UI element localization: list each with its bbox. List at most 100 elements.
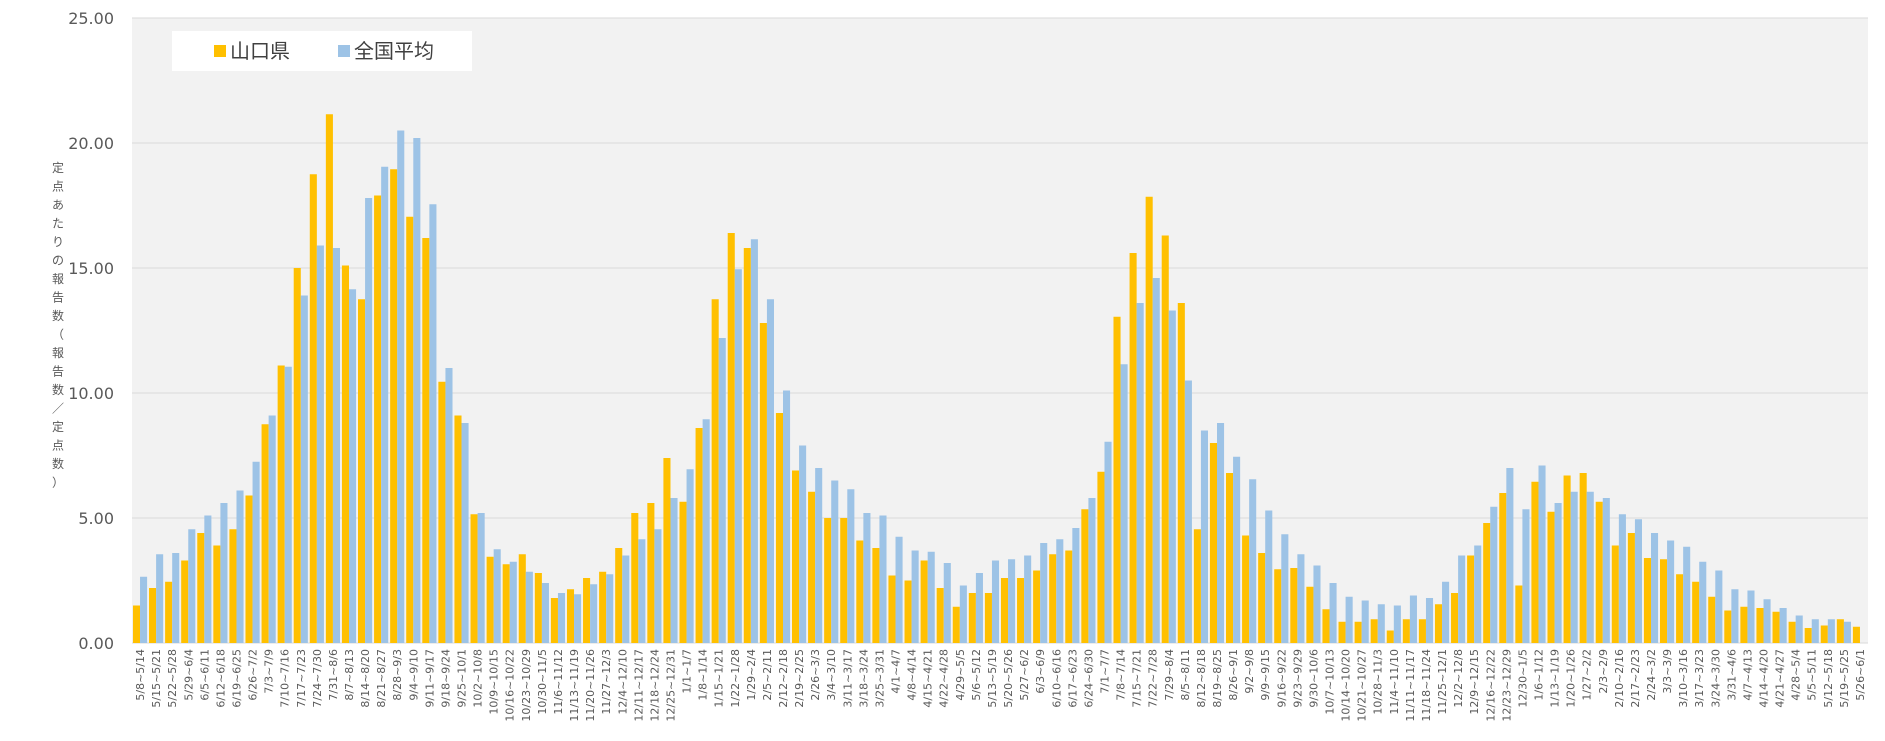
- x-tick-label: 1/15~1/21: [713, 649, 726, 708]
- bar-yamaguchi: [775, 413, 783, 643]
- bar-national: [413, 138, 421, 643]
- bar-yamaguchi: [1113, 316, 1121, 643]
- bar-yamaguchi: [1643, 558, 1651, 643]
- x-tick-label: 9/4~9/10: [407, 649, 420, 701]
- x-tick-label: 6/26~7/2: [247, 649, 260, 701]
- bar-yamaguchi: [727, 233, 735, 643]
- x-tick-label: 7/31~8/6: [327, 649, 340, 701]
- x-tick-label: 1/22~1/28: [729, 649, 742, 708]
- x-tick-label: 5/8~5/14: [134, 649, 147, 701]
- bar-yamaguchi: [1097, 471, 1105, 643]
- x-tick-label: 4/14~4/20: [1758, 649, 1771, 708]
- bar-national: [783, 390, 791, 643]
- x-tick-label: 7/15~7/21: [1131, 649, 1144, 708]
- bar-national: [750, 239, 758, 643]
- bar-yamaguchi: [888, 575, 896, 643]
- legend-label-yamaguchi: 山口県: [230, 39, 290, 63]
- bar-yamaguchi: [872, 548, 880, 643]
- bar-yamaguchi: [245, 495, 253, 643]
- y-tick-label: 20.00: [68, 134, 114, 153]
- bar-national: [847, 489, 855, 643]
- bar-national: [365, 198, 373, 643]
- bar-national: [574, 594, 582, 643]
- bar-national: [686, 469, 694, 643]
- bar-national: [911, 550, 919, 643]
- bar-yamaguchi: [1595, 501, 1603, 643]
- bar-national: [1200, 430, 1208, 643]
- bar-yamaguchi: [149, 588, 157, 643]
- bar-national: [188, 529, 196, 643]
- y-axis-label-char: の: [52, 254, 64, 268]
- bar-yamaguchi: [454, 415, 462, 643]
- bar-yamaguchi: [1306, 586, 1314, 643]
- y-axis-label-char: た: [52, 217, 64, 231]
- x-tick-label: 3/18~3/24: [857, 649, 870, 708]
- bar-national: [316, 245, 324, 643]
- bar-national: [670, 498, 678, 643]
- bar-national: [1265, 510, 1273, 643]
- bar-national: [1506, 468, 1514, 643]
- bar-yamaguchi: [984, 593, 992, 643]
- x-tick-label: 9/2~9/8: [1243, 649, 1256, 694]
- x-tick-label: 9/9~9/15: [1259, 649, 1272, 701]
- y-tick-label: 10.00: [68, 384, 114, 403]
- x-tick-label: 9/23~9/29: [1291, 649, 1304, 708]
- bar-yamaguchi: [1788, 621, 1796, 643]
- bar-yamaguchi: [695, 428, 703, 643]
- x-tick-label: 4/8~4/14: [906, 649, 919, 701]
- x-tick-label: 2/3~2/9: [1597, 649, 1610, 694]
- x-tick-label: 3/24~3/30: [1709, 649, 1722, 708]
- x-tick-label: 5/5~5/11: [1806, 649, 1819, 701]
- x-tick-label: 5/26~6/1: [1854, 649, 1867, 701]
- bar-yamaguchi: [566, 589, 575, 643]
- bar-national: [975, 573, 983, 643]
- bar-national: [1281, 534, 1289, 643]
- bar-national: [268, 415, 276, 643]
- bar-national: [493, 549, 501, 643]
- bar-national: [1040, 543, 1048, 643]
- x-tick-label: 6/19~6/25: [230, 649, 243, 708]
- x-tick-label: 3/10~3/16: [1677, 649, 1690, 708]
- x-tick-label: 2/10~2/16: [1613, 649, 1626, 708]
- bar-yamaguchi: [1434, 604, 1443, 643]
- y-tick-label: 25.00: [68, 9, 114, 28]
- bar-yamaguchi: [1161, 235, 1169, 643]
- bar-yamaguchi: [1579, 473, 1587, 643]
- bar-national: [172, 553, 180, 643]
- bar-national: [236, 490, 244, 643]
- x-tick-label: 10/21~10/27: [1356, 649, 1369, 722]
- y-axis-label-char: り: [52, 235, 64, 249]
- bar-national: [959, 585, 967, 643]
- bar-national: [509, 561, 517, 643]
- bar-national: [1458, 555, 1466, 643]
- bar-national: [1683, 546, 1691, 643]
- x-tick-label: 2/12~2/18: [777, 649, 790, 708]
- x-tick-label: 4/21~4/27: [1774, 649, 1787, 708]
- x-tick-label: 11/27~12/3: [600, 649, 613, 715]
- bar-yamaguchi: [1756, 608, 1764, 643]
- bar-national: [1120, 364, 1128, 643]
- legend: 山口県 全国平均: [172, 31, 472, 71]
- bar-yamaguchi: [792, 470, 800, 643]
- x-tick-label: 5/15~5/21: [150, 649, 163, 708]
- y-tick-label: 5.00: [78, 509, 114, 528]
- y-axis-label-char: 報: [52, 346, 64, 360]
- bar-yamaguchi: [325, 114, 333, 643]
- bar-yamaguchi: [1370, 619, 1378, 643]
- x-tick-label: 12/16~12/22: [1484, 649, 1497, 722]
- bar-national: [863, 513, 871, 643]
- x-tick-label: 3/25~3/31: [873, 649, 886, 708]
- bar-yamaguchi: [213, 545, 221, 643]
- bar-yamaguchi: [1772, 611, 1780, 643]
- bar-national: [461, 423, 469, 643]
- bar-yamaguchi: [631, 513, 639, 643]
- bar-yamaguchi: [486, 556, 494, 643]
- bar-yamaguchi: [824, 518, 832, 643]
- bar-national: [525, 571, 533, 643]
- bar-national: [1763, 599, 1771, 643]
- bar-national: [1361, 600, 1369, 643]
- y-axis-label-char: 定: [52, 419, 64, 434]
- x-tick-label: 11/4~11/10: [1388, 649, 1401, 715]
- bar-yamaguchi: [1354, 621, 1362, 643]
- bar-national: [1249, 479, 1257, 643]
